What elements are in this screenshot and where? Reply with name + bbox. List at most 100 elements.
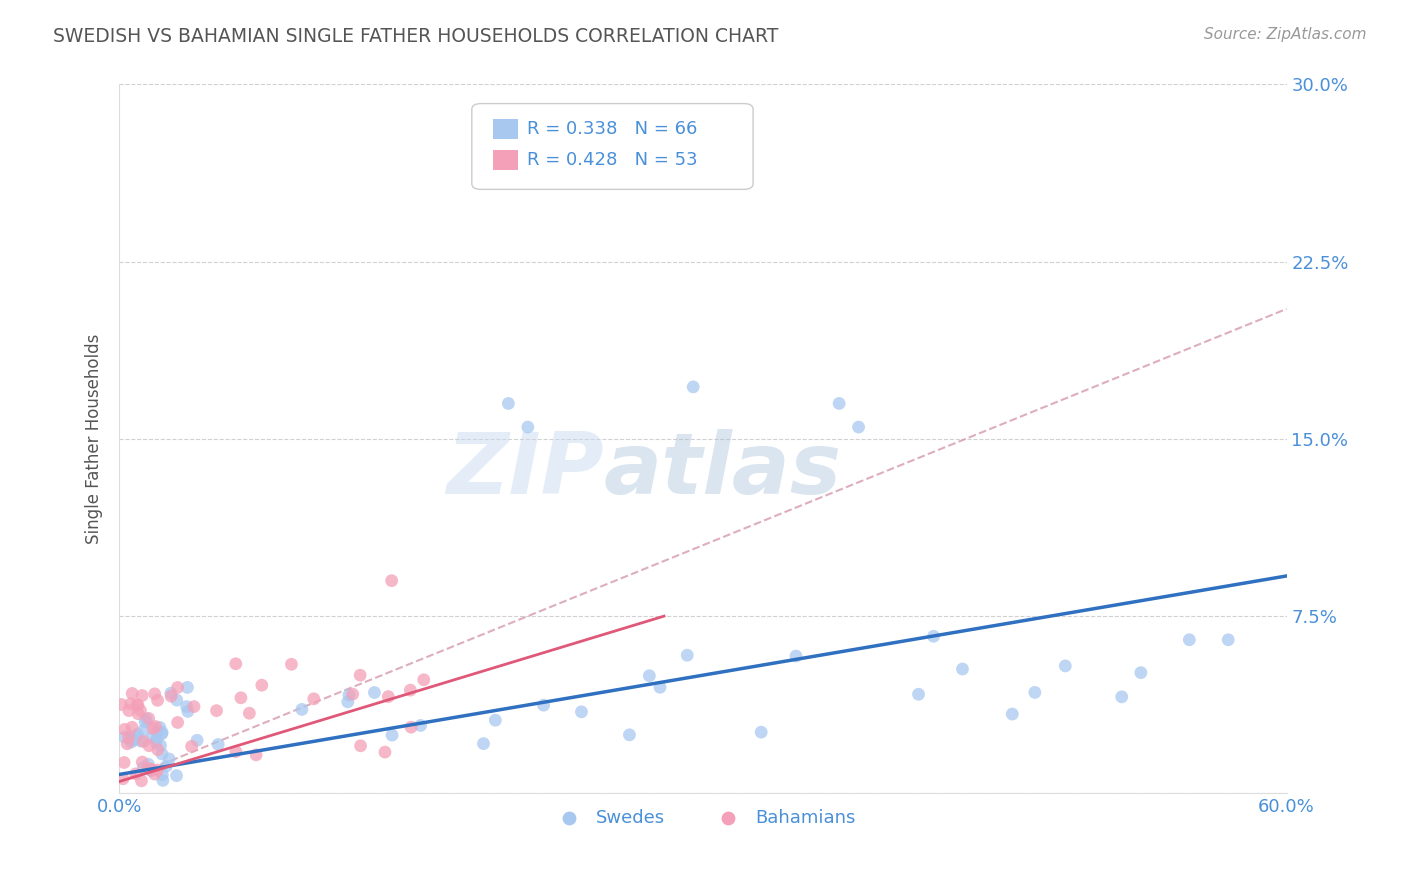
Point	[229, 690, 252, 705]
Point	[907, 687, 929, 701]
Point	[207, 738, 229, 752]
Text: ZIP: ZIP	[446, 429, 603, 512]
Point	[146, 725, 169, 739]
Point	[516, 420, 538, 434]
Point	[135, 712, 157, 726]
Point	[138, 757, 160, 772]
Point	[336, 695, 359, 709]
Point	[1218, 632, 1240, 647]
Point	[922, 629, 945, 643]
Point	[749, 725, 772, 739]
Point	[112, 756, 135, 770]
Point	[952, 662, 974, 676]
Point	[785, 649, 807, 664]
Text: SWEDISH VS BAHAMIAN SINGLE FATHER HOUSEHOLDS CORRELATION CHART: SWEDISH VS BAHAMIAN SINGLE FATHER HOUSEH…	[53, 27, 779, 45]
Point	[115, 737, 138, 751]
Point	[377, 690, 399, 704]
Point	[250, 678, 273, 692]
Point	[571, 705, 593, 719]
Point	[166, 681, 188, 695]
Point	[205, 704, 228, 718]
Point	[150, 727, 173, 741]
Point	[1001, 707, 1024, 722]
Point	[146, 763, 169, 777]
Point	[138, 739, 160, 753]
Point	[132, 723, 155, 738]
Point	[145, 719, 167, 733]
Point	[149, 720, 172, 734]
Point	[1111, 690, 1133, 704]
Point	[129, 734, 152, 748]
Point	[120, 735, 142, 749]
Point	[146, 693, 169, 707]
Point	[127, 727, 149, 741]
Point	[302, 691, 325, 706]
Point	[245, 747, 267, 762]
Point	[121, 720, 143, 734]
Point	[342, 687, 364, 701]
Point	[138, 711, 160, 725]
Point	[150, 725, 173, 739]
Point	[114, 730, 136, 744]
Point	[149, 739, 172, 753]
Point	[176, 681, 198, 695]
Point	[125, 766, 148, 780]
Point	[114, 723, 136, 737]
Point	[145, 735, 167, 749]
Point	[183, 699, 205, 714]
Point	[349, 739, 371, 753]
Point	[498, 396, 520, 410]
Point	[638, 669, 661, 683]
Point	[1024, 685, 1046, 699]
Point	[160, 686, 183, 700]
Point	[110, 698, 132, 712]
FancyBboxPatch shape	[472, 103, 754, 189]
Point	[828, 396, 851, 410]
Point	[155, 759, 177, 773]
Point	[374, 745, 396, 759]
Point	[143, 687, 166, 701]
Point	[1178, 632, 1201, 647]
Point	[363, 685, 385, 699]
Point	[160, 689, 183, 703]
Point	[381, 728, 404, 742]
Point	[619, 728, 641, 742]
Point	[409, 718, 432, 732]
Point	[177, 705, 200, 719]
Point	[121, 686, 143, 700]
Legend: Swedes, Bahamians: Swedes, Bahamians	[543, 802, 863, 834]
Point	[127, 706, 149, 721]
Point	[291, 702, 314, 716]
Point	[141, 730, 163, 744]
Text: R = 0.338   N = 66: R = 0.338 N = 66	[527, 120, 697, 138]
Point	[111, 772, 134, 786]
Point	[399, 720, 422, 734]
Point	[176, 699, 198, 714]
Point	[648, 680, 671, 694]
Y-axis label: Single Father Households: Single Father Households	[86, 334, 103, 544]
Point	[124, 730, 146, 744]
Point	[472, 737, 495, 751]
Point	[150, 747, 173, 761]
Point	[412, 673, 434, 687]
Point	[1129, 665, 1152, 680]
Point	[186, 733, 208, 747]
Point	[132, 761, 155, 775]
Point	[484, 713, 506, 727]
Bar	[494, 150, 519, 169]
Point	[141, 764, 163, 778]
Point	[145, 733, 167, 747]
Point	[166, 693, 188, 707]
Point	[1054, 659, 1077, 673]
Point	[120, 697, 142, 711]
Point	[141, 764, 163, 778]
Point	[225, 657, 247, 671]
Point	[143, 767, 166, 781]
Point	[225, 745, 247, 759]
Point	[166, 715, 188, 730]
Point	[136, 761, 159, 775]
Point	[180, 739, 202, 754]
Point	[150, 768, 173, 782]
Point	[399, 683, 422, 698]
Point	[122, 733, 145, 747]
